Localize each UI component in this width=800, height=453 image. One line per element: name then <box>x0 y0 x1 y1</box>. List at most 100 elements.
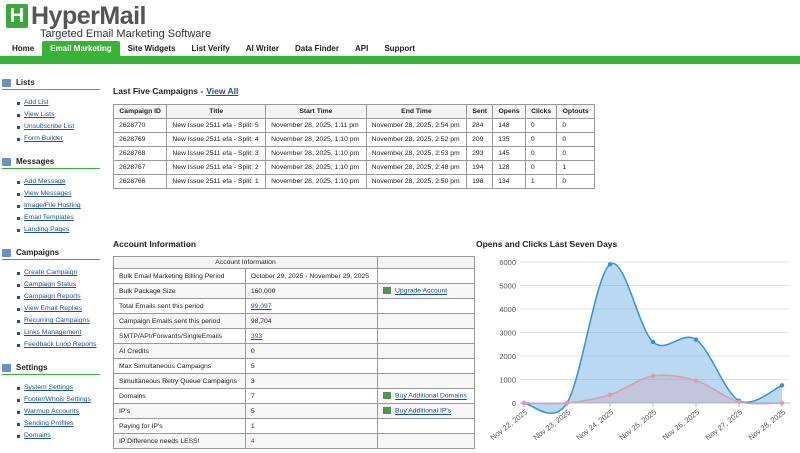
nav: Home Email Marketing Site Widgets List Veri… <box>4 41 423 56</box>
campaign-row: 2628769 New Issue 2511 efa - Split: 4 Nove… <box>112 132 595 147</box>
sidebar-link[interactable]: Image/File Hosting <box>0 200 100 212</box>
sidebar-link[interactable]: View Lists <box>0 109 100 121</box>
account-label: IP's <box>113 403 246 419</box>
account-action <box>377 373 475 389</box>
value: 1 <box>250 422 255 430</box>
account-label: Paying for IP's <box>113 418 246 434</box>
data-point <box>607 262 613 267</box>
data-point <box>521 400 527 406</box>
chart: 0 1000 2000 3000 4000 5000 6000 Nov 22, 2025 Nov… <box>489 258 790 442</box>
logo[interactable]: H HyperMail <box>6 1 146 30</box>
account-value: 5 <box>244 358 379 374</box>
action-icon <box>383 407 392 415</box>
nav-tab[interactable]: AI Writer <box>245 44 279 53</box>
account-value: 0 <box>244 343 379 359</box>
cell: 2628767 <box>112 160 168 175</box>
value-link[interactable]: 393 <box>250 332 263 340</box>
action-link[interactable]: Upgrade Account <box>395 287 448 295</box>
value-link[interactable]: 99,097 <box>250 302 272 310</box>
action-link[interactable]: Buy Additional IP's <box>395 407 452 415</box>
cell: November 28, 2025, 1:11 pm <box>265 118 367 133</box>
account-label: SMTP/API/Forwards/SingleEmails <box>113 328 246 344</box>
account-action <box>377 313 475 329</box>
account-value: 1 <box>244 418 379 434</box>
account-value: 99,097 <box>244 298 379 314</box>
column-header: Start Time <box>265 104 367 119</box>
y-tick-label: 6000 <box>499 258 516 267</box>
account-value: 7 <box>244 388 379 404</box>
cell: 198 <box>466 174 494 189</box>
column-header: Clicks <box>524 104 558 119</box>
account-row: IP Difference needs LESS! 4 <box>113 433 475 449</box>
data-point <box>736 399 742 405</box>
sidebar-link[interactable]: Footer/Whois Settings <box>0 394 100 406</box>
logo-mark: H <box>6 4 28 28</box>
account-value: 3 <box>244 373 379 389</box>
sidebar-link[interactable]: Form Builder <box>0 133 100 145</box>
cell: November 28, 2025, 2:52 pm <box>365 132 468 147</box>
cell: 2628769 <box>112 132 168 147</box>
cell: November 28, 2025, 2:53 pm <box>365 146 468 161</box>
sidebar-link[interactable]: Links Management <box>0 327 100 339</box>
sidebar-link[interactable]: Add List <box>0 97 100 109</box>
action-link[interactable]: Buy Additional Domains <box>395 392 467 400</box>
column-header: Optouts <box>556 104 595 119</box>
sidebar-link[interactable]: Add Message <box>0 176 100 188</box>
sidebar-link[interactable]: Campaign Status <box>0 279 100 291</box>
sidebar-link[interactable]: Unsubscribe List <box>0 121 100 133</box>
account-row: AI Credits 0 <box>113 343 475 359</box>
column-header: Campaign ID <box>112 104 168 119</box>
sidebar-link[interactable]: Email Templates <box>0 212 100 224</box>
value: 0 <box>250 347 255 355</box>
sidebar-link[interactable]: Sending Profiles <box>0 418 100 430</box>
sidebar-link[interactable]: Recurring Campaigns <box>0 315 100 327</box>
view-all-link[interactable]: View All <box>206 86 239 96</box>
cell: 0 <box>524 146 558 161</box>
nav-tab[interactable]: Site Widgets <box>127 44 176 53</box>
cell: 0 <box>524 118 558 133</box>
account-label: Bulk Email Marketing Billing Period <box>113 268 246 284</box>
cell: 0 <box>524 132 558 147</box>
sidebar-link[interactable]: Feedback Loop Reports <box>0 339 100 351</box>
header-row: Account Information <box>112 256 475 269</box>
y-tick-label: 3000 <box>499 329 516 338</box>
cell: November 28, 2025, 1:10 pm <box>265 174 367 189</box>
sidebar-link[interactable]: View Email Replies <box>0 303 100 315</box>
sidebar-link[interactable]: View Messages <box>0 188 100 200</box>
nav-tab[interactable]: API <box>355 44 369 53</box>
value: 5 <box>250 407 255 415</box>
cell: New Issue 2511 efa - Split: 3 <box>166 146 267 161</box>
account-value: October 29, 2025 - November 29, 2025 <box>244 268 379 284</box>
sidebar-link[interactable]: Landing Pages <box>0 224 100 236</box>
account-value: 98,704 <box>244 313 379 329</box>
cell: New Issue 2511 efa - Split: 5 <box>166 118 267 133</box>
table-header-blank <box>377 256 475 269</box>
nav-tab[interactable]: Data Finder <box>294 44 339 53</box>
nav-tab[interactable]: Support <box>384 44 416 53</box>
cell: 134 <box>492 174 526 189</box>
x-tick-label: Nov 24, 2025 <box>575 407 616 442</box>
account-action <box>377 418 475 434</box>
cell: 0 <box>556 146 595 161</box>
logo-text: HyperMail <box>31 1 146 30</box>
campaigns-title: Last Five Campaigns - View All <box>113 86 238 96</box>
account-row: Paying for IP's 1 <box>113 418 475 434</box>
account-label: Bulk Package Size <box>113 283 246 299</box>
cell: 1 <box>556 160 595 175</box>
nav-tab[interactable]: List Verify <box>191 44 230 53</box>
sidebar-link[interactable]: Warmup Accounts <box>0 406 100 418</box>
y-tick-label: 0 <box>512 399 516 408</box>
value: 3 <box>250 377 255 385</box>
nav-tab[interactable]: Email Marketing <box>42 41 120 56</box>
cell: 145 <box>492 146 526 161</box>
tagline: Targeted Email Marketing Software <box>40 28 212 40</box>
account-title: Account Information <box>113 239 197 249</box>
value: 160,000 <box>250 287 276 295</box>
nav-tab[interactable]: Home <box>12 44 35 53</box>
sidebar-link[interactable]: Campaign Reports <box>0 291 100 303</box>
sidebar-link[interactable]: Create Campaign <box>0 267 100 279</box>
sidebar-link[interactable]: System Settings <box>0 382 100 394</box>
cell: November 28, 2025, 1:10 pm <box>265 160 367 175</box>
sidebar-link[interactable]: Domains <box>0 430 100 442</box>
data-point <box>779 400 785 406</box>
